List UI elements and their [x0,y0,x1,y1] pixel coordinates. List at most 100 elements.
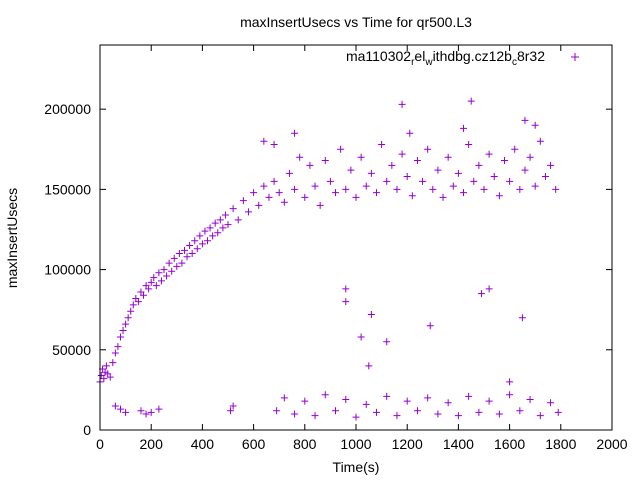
data-point [285,169,293,177]
data-point [552,185,560,193]
data-point [140,291,148,299]
data-point [229,205,237,213]
data-point [403,173,411,181]
x-tick-label: 1600 [494,436,525,452]
data-point [495,192,503,200]
data-point [413,407,421,415]
data-point [209,232,217,240]
y-tick-label: 100000 [44,262,91,278]
data-point [429,185,437,193]
data-point [275,189,283,197]
data-point [173,262,181,270]
data-point [180,246,188,254]
data-point [111,349,119,357]
data-point [342,285,350,293]
data-point [311,412,319,420]
data-point [554,408,562,416]
data-point [490,173,498,181]
data-point [434,166,442,174]
data-point [362,182,370,190]
x-tick-label: 200 [140,436,164,452]
data-point [311,182,319,190]
data-point [122,408,130,416]
data-point [214,229,222,237]
data-point [178,259,186,267]
data-point [196,232,204,240]
data-point [129,301,137,309]
y-tick-label: 200000 [44,101,91,117]
data-point [191,237,199,245]
data-point [291,185,299,193]
y-tick-label: 0 [83,422,91,438]
data-point [321,157,329,164]
data-point [219,224,227,232]
data-point [168,267,176,275]
data-point [170,254,178,262]
data-point [137,407,145,415]
data-point [255,201,263,209]
data-point [224,221,232,229]
data-point [444,399,452,407]
data-point [106,373,114,381]
x-tick-label: 2000 [596,436,627,452]
data-point [516,407,524,415]
data-point [372,189,380,197]
data-point [102,362,110,370]
data-point [152,282,160,290]
data-point [460,189,468,197]
x-tick-label: 0 [96,436,104,452]
data-point [111,402,119,410]
data-point [157,277,165,285]
data-point [183,253,191,261]
legend-label: ma110302relwithdbg.cz12bc8r32 [346,48,545,68]
data-point [332,189,340,197]
x-tick-label: 1400 [443,436,474,452]
data-point [467,97,475,105]
data-point [465,392,473,400]
data-point [116,405,124,413]
data-point [260,182,268,190]
data-point [383,338,391,346]
data-point [398,100,406,108]
data-point [124,314,132,322]
data-point [175,250,183,258]
data-point [347,166,355,174]
data-point [352,413,360,421]
data-point [321,391,329,399]
data-point [270,177,278,185]
data-point [160,266,168,274]
data-point [531,121,539,129]
chart-title: maxInsertUsecs vs Time for qr500.L3 [240,14,472,30]
data-point [485,285,493,293]
data-point [521,166,529,174]
legend-marker [571,53,579,61]
data-point [165,259,173,267]
x-tick-label: 800 [293,436,317,452]
x-axis-label: Time(s) [333,459,380,475]
data-point [365,362,373,370]
data-point [337,145,345,153]
data-point [485,150,493,158]
data-point [406,129,414,137]
data-point [424,394,432,402]
y-tick-label: 150000 [44,181,91,197]
data-point [357,333,365,341]
data-point [342,185,350,193]
data-point [526,153,534,161]
data-point [531,182,539,190]
data-point [198,240,206,248]
data-point [127,307,135,315]
data-point [193,245,201,253]
data-point [449,182,457,190]
data-point [204,237,212,245]
data-point [454,169,462,177]
data-point [155,269,163,277]
data-point [518,314,526,322]
data-point [150,274,158,282]
data-point [234,216,242,224]
data-point [280,198,288,206]
data-point [475,161,483,169]
data-point [186,242,194,250]
data-point [221,211,229,219]
data-point [419,177,427,185]
